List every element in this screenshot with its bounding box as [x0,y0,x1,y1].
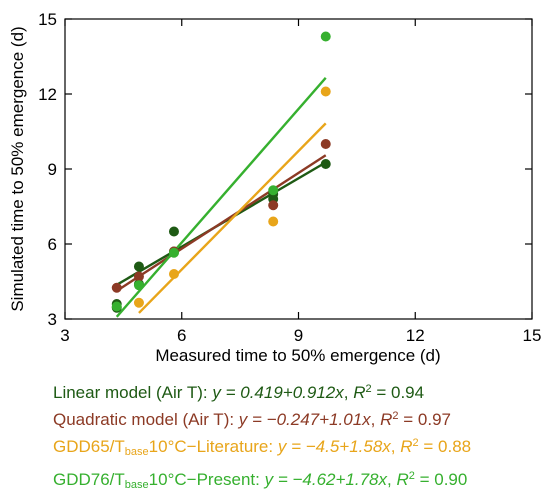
y-tick-label: 12 [38,85,57,104]
data-point-series-3 [168,269,179,279]
legend-entry-linear: Linear model (Air T): y = 0.419+0.912x, … [53,383,425,402]
legend-r2-value: = 0.94 [371,383,425,402]
data-point-series-1 [168,226,179,237]
x-tick-label: 6 [177,326,186,345]
data-point-series-4 [268,185,279,196]
y-tick-label: 6 [48,235,57,254]
scatter-plot: 3 6 9 12 15 3 6 9 12 15 Measured time to 50% emer… [8,10,541,365]
data-point-series-3 [268,216,279,227]
data-points [111,31,331,313]
legend-r2-exponent: 2 [365,383,372,395]
legend-label: Quadratic model (Air T): [53,410,239,429]
legend-r2-exponent: 2 [392,410,399,422]
y-tick-label: 3 [48,310,57,329]
data-point-series-2 [111,282,122,293]
legend-r2-exponent: 2 [408,470,415,482]
legend-label-suffix: 10°C−Literature: [148,437,278,456]
data-point-series-4 [133,280,144,291]
data-point-series-3 [133,297,144,308]
data-point-series-4 [111,301,122,312]
legend-r2-value: = 0.97 [398,410,451,429]
legend-equation: y = −0.247+1.01x [238,410,371,429]
legend-r2-symbol: R [380,410,393,429]
legend-label: GDD65/T [53,437,125,456]
y-axis-label: Simulated time to 50% emergence (d) [8,26,27,311]
data-point-series-3 [320,86,331,97]
legend-label: GDD76/T [53,470,125,489]
x-tick-label: 15 [523,326,542,345]
x-tick-label: 3 [60,326,69,345]
legend-r2-symbol: R [396,470,409,489]
data-point-series-1 [320,159,331,169]
fit-line-3 [138,122,327,314]
legend-label: Linear model (Air T): [53,383,213,402]
legend-r2-symbol: R [353,383,366,402]
legend-r2-exponent: 2 [412,437,419,449]
data-point-series-1 [133,261,144,272]
legend-r2-value: = 0.90 [414,470,468,489]
axis-ticks: 3 6 9 12 15 3 6 9 12 15 [38,10,541,345]
legend-r2-value: = 0.88 [418,437,472,456]
legend-entry-quadratic: Quadratic model (Air T): y = −0.247+1.01… [53,410,451,429]
data-point-series-2 [133,271,144,282]
legend-equation: y = −4.62+1.78x [264,470,388,489]
legend-entry-gdd65: GDD65/Tbase10°C−Literature: y = −4.5+1.5… [53,437,472,458]
legend-equation: y = −4.5+1.58x [277,437,391,456]
data-point-series-2 [320,139,331,149]
data-point-series-4 [168,247,179,258]
legend-entry-gdd76: GDD76/Tbase10°C−Present: y = −4.62+1.78x… [53,470,468,491]
legend-label-suffix: 10°C−Present: [148,470,265,489]
fit-lines [115,77,327,318]
y-tick-label: 9 [48,160,57,179]
fit-line-4 [115,77,327,318]
data-point-series-2 [268,200,279,211]
data-point-series-4 [320,31,331,42]
y-tick-label: 15 [38,10,57,29]
x-tick-label: 9 [294,326,303,345]
fit-line-2 [116,154,327,292]
legend-equation: y = 0.419+0.912x [212,383,344,402]
x-tick-label: 12 [406,326,425,345]
legend-subscript: base [124,446,149,458]
legend: Linear model (Air T): y = 0.419+0.912x, … [52,378,547,498]
legend-r2-symbol: R [400,437,413,456]
x-axis-label: Measured time to 50% emergence (d) [155,346,440,365]
